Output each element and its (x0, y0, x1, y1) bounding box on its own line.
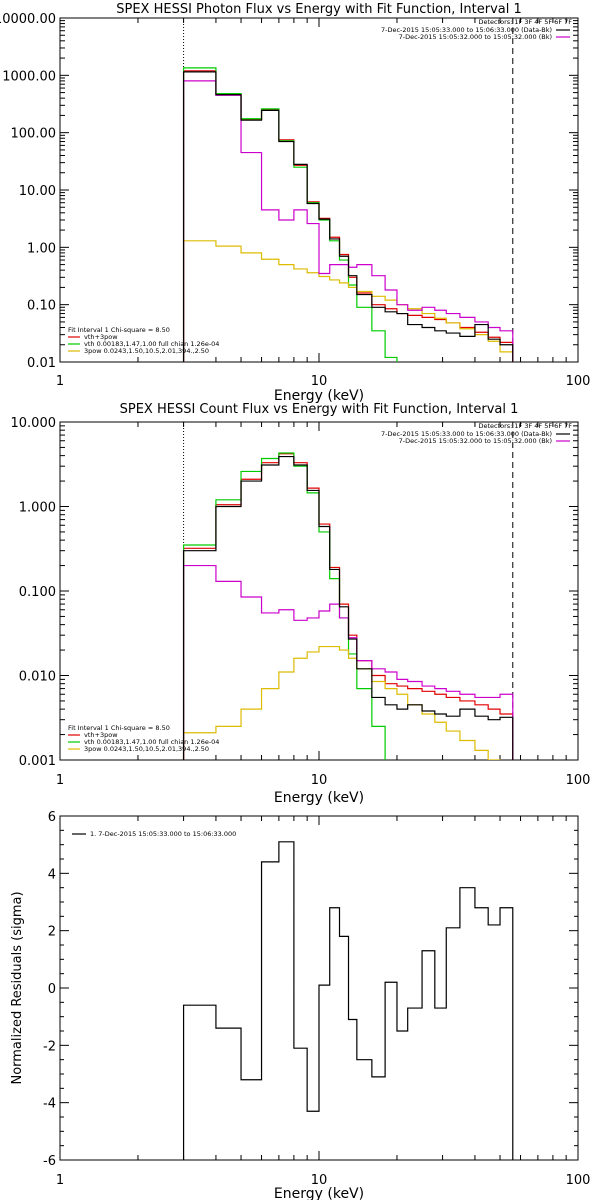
y-tick-label: 1.000 (19, 501, 56, 516)
series-line-1 (182, 841, 514, 1160)
y-tick-label: 0.010 (19, 670, 56, 685)
series-line-4 (182, 564, 514, 760)
data-series-group (182, 452, 514, 760)
x-axis-label: Energy (keV) (274, 388, 364, 404)
x-tick-label: 10 (311, 773, 328, 788)
fit-label: Fit Interval 1 Chi-square = 8.50 (68, 326, 170, 334)
x-tick-label: 1 (56, 374, 64, 389)
y-tick-label: 6 (48, 810, 56, 825)
legend-left-item: vth 0.00183,1.47,1.00 full chian 1.26e-0… (84, 738, 219, 746)
data-series-group (182, 67, 514, 362)
legend-left-item: 3pow 0.0243,1.50,10.5,2.01,394.,2.50 (84, 347, 209, 355)
x-tick-label: 10 (311, 1173, 328, 1188)
series-line-2 (182, 67, 398, 362)
legend-right-item: 7-Dec-2015 15:05:33.000 to 15:06:33.000 … (381, 26, 552, 34)
legend-right-item: 7-Dec-2015 15:05:32.000 to 15:05:32.000 … (399, 437, 552, 445)
x-tick-label: 10 (311, 374, 328, 389)
y-tick-label: 100.00 (11, 127, 57, 142)
legend-left-item: 3pow 0.0243,1.50,10.5,2.01,394.,2.50 (84, 745, 209, 753)
y-tick-label: 0 (48, 982, 56, 997)
y-tick-label: 1.00 (27, 241, 56, 256)
x-tick-label: 100 (566, 1173, 591, 1188)
y-axis-label: Normalized Residuals (sigma) (10, 891, 25, 1084)
series-line-5 (182, 71, 514, 362)
y-tick-label: 4 (48, 867, 56, 882)
detectors-label: Detectors: 1F 3F 4F 5F 6F 7F (478, 18, 572, 26)
series-line-4 (182, 80, 514, 362)
series-line-3 (182, 645, 501, 760)
detectors-label: Detectors: 1F 3F 4F 5F 6F 7F (478, 422, 572, 430)
y-tick-label: 0.100 (19, 585, 56, 600)
x-tick-label: 1 (56, 1173, 64, 1188)
y-tick-label: 1000.00 (2, 69, 56, 84)
x-axis-label: Energy (keV) (274, 790, 364, 806)
x-tick-label: 1 (56, 773, 64, 788)
legend-left-item: vth+3pow (84, 333, 118, 341)
plot-frame (59, 17, 579, 363)
x-tick-label: 100 (566, 374, 591, 389)
fit-label: Fit Interval 1 Chi-square = 8.50 (68, 724, 170, 732)
chart-title: SPEX HESSI Count Flux vs Energy with Fit… (120, 402, 519, 417)
series-line-5 (182, 455, 514, 760)
chart-panel-3: 1 10 100 Energy (keV) -6 -4 -2 0 2 4 6 Normalized R… (10, 810, 590, 1200)
legend-top-item: 1. 7-Dec-2015 15:05:33.000 to 15:06:33.0… (90, 830, 236, 838)
y-tick-label: 10.00 (19, 184, 56, 199)
series-line-3 (182, 240, 514, 362)
data-series-group (182, 841, 514, 1160)
legend-right-item: 7-Dec-2015 15:05:33.000 to 15:06:33.000 … (381, 430, 552, 438)
legend-right-item: 7-Dec-2015 15:05:32.000 to 15:05:32.000 … (399, 33, 552, 41)
x-axis-label: Energy (keV) (274, 1186, 364, 1200)
x-tick-label: 100 (566, 773, 591, 788)
chart-title: SPEX HESSI Photon Flux vs Energy with Fi… (116, 2, 522, 17)
y-tick-label: -2 (43, 1039, 56, 1054)
y-tick-label: 0.001 (19, 754, 56, 769)
y-tick-label: -4 (43, 1097, 56, 1112)
y-tick-label: 2 (48, 925, 56, 940)
y-tick-label: 0.10 (27, 299, 56, 314)
y-tick-label: 10.000 (11, 416, 57, 431)
chart-panel-2: SPEX HESSI Count Flux vs Energy with Fit… (11, 402, 591, 806)
y-tick-label: 10000.00 (0, 12, 56, 27)
y-tick-label: -6 (43, 1154, 56, 1169)
y-tick-label: 0.01 (27, 356, 56, 371)
chart-panel-1: SPEX HESSI Photon Flux vs Energy with Fi… (0, 2, 590, 404)
legend-left-item: vth+3pow (84, 731, 118, 739)
series-line-1 (182, 70, 514, 362)
legend-left-item: vth 0.00183,1.47,1.00 full chian 1.26e-0… (84, 340, 219, 348)
